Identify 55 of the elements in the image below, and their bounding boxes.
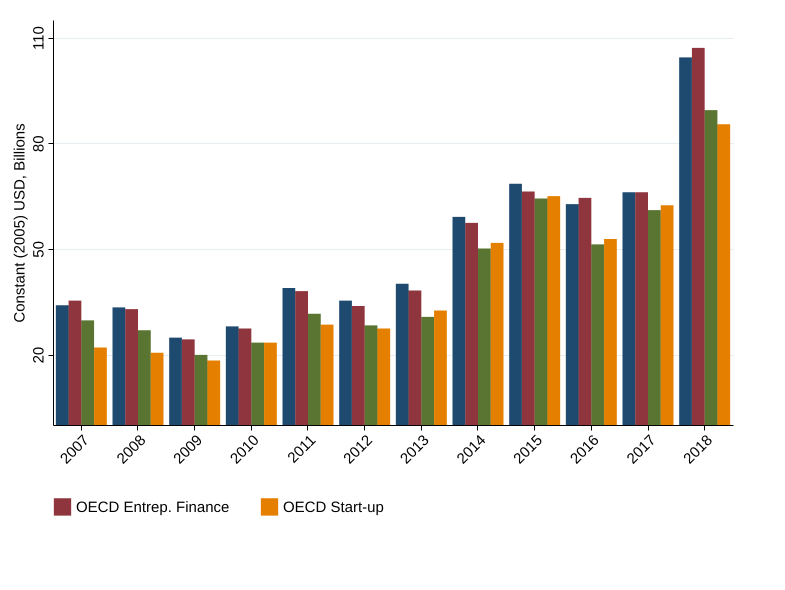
- bar: [692, 48, 705, 425]
- bar: [434, 310, 447, 425]
- bar: [194, 354, 208, 425]
- bar: [478, 248, 491, 425]
- bar: [352, 306, 365, 425]
- bar: [238, 328, 252, 425]
- bar: [452, 216, 466, 425]
- bar: [622, 192, 636, 425]
- bar: [509, 184, 522, 425]
- y-tick-label: 50: [30, 241, 48, 258]
- bar: [226, 326, 239, 425]
- bar: [648, 210, 661, 425]
- bar: [138, 330, 151, 425]
- y-tick-label: 80: [30, 135, 48, 152]
- bar: [377, 328, 390, 425]
- bar: [251, 342, 264, 425]
- bar: [679, 57, 692, 425]
- bar: [81, 320, 94, 425]
- bar: [94, 348, 107, 425]
- bar: [704, 110, 718, 425]
- bar: [68, 300, 82, 425]
- bar: [320, 324, 334, 425]
- bar: [264, 342, 277, 425]
- bar: [578, 198, 592, 425]
- y-tick-label: 20: [30, 346, 48, 364]
- bar: [522, 192, 535, 425]
- bar: [591, 244, 604, 425]
- bar: [490, 242, 504, 425]
- bar: [308, 314, 321, 425]
- bar: [604, 239, 617, 425]
- bar: [56, 305, 69, 425]
- bar: [339, 300, 352, 425]
- bar: [421, 316, 434, 425]
- bar: [465, 222, 478, 425]
- bar: [547, 196, 560, 425]
- bar: [182, 339, 195, 425]
- legend-label: OECD Start-up: [283, 498, 384, 516]
- bar: [717, 124, 730, 425]
- bar: [112, 307, 126, 425]
- bar: [566, 204, 579, 425]
- bar: [364, 325, 378, 425]
- bar: [150, 352, 164, 425]
- y-axis-title: Constant (2005) USD, Billions: [12, 123, 28, 323]
- bar: [396, 284, 409, 425]
- bar: [282, 288, 296, 425]
- legend-label: OECD Entrep. Finance: [76, 498, 230, 516]
- bar: [125, 309, 138, 425]
- bar: [635, 192, 648, 425]
- bar: [534, 198, 548, 425]
- bar: [660, 205, 674, 425]
- bar: [169, 338, 182, 425]
- bar: [408, 290, 422, 425]
- bar: [295, 291, 308, 425]
- bar: [207, 360, 220, 425]
- y-tick-label: 110: [30, 26, 48, 50]
